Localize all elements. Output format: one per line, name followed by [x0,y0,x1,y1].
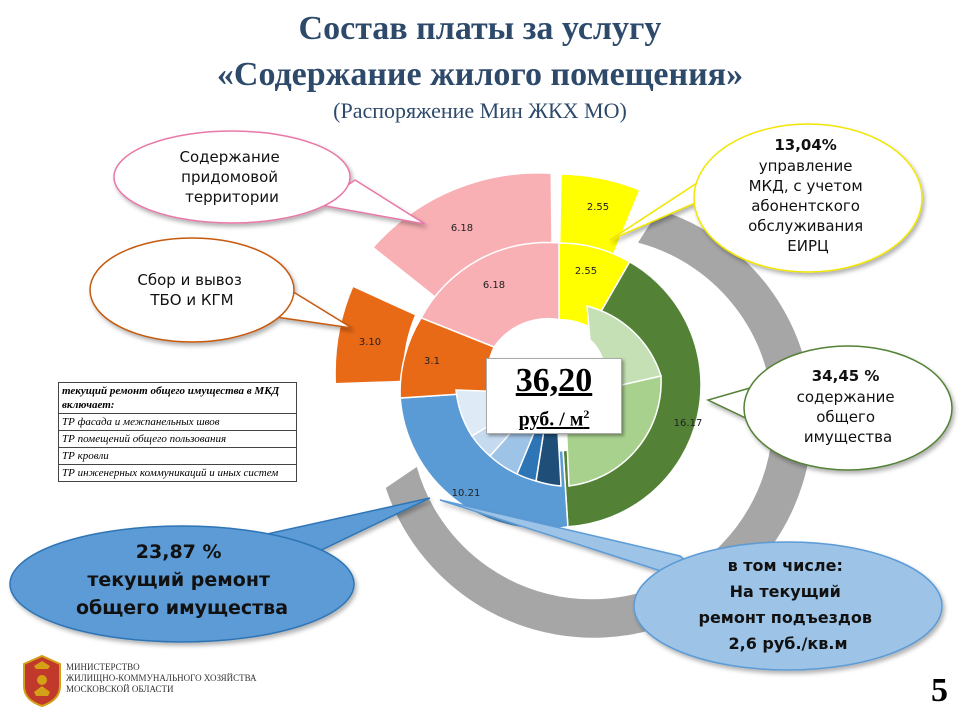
center-total-value: 36,20 [515,362,593,399]
repair-list-item: ТР помещений общего пользования [58,430,297,448]
label-middle-maintenance: 16.17 [674,418,703,429]
center-total-box: 36,20 руб. / м2 [486,358,622,434]
subtitle: (Распоряжение Мин ЖКХ МО) [333,98,627,123]
repair-list-item: ТР кровли [58,447,297,465]
title-line-2: «Содержание жилого помещения» [216,56,744,93]
callout-common-property-text: 34,45 % содержание общего имущества [797,367,900,446]
callout-entrance [439,499,943,671]
center-total-unit: руб. / м2 [518,407,590,431]
repair-list-header: текущий ремонт общего имущества в МКД вк… [58,382,297,414]
title-line-1: Состав платы за услугу [298,10,662,47]
coat-of-arms-icon [23,654,61,708]
repair-list-item: ТР фасада и межпанельных швов [58,413,297,431]
repair-list-item: ТР инженерных коммуникаций и иных систем [58,464,297,482]
middle-slice-territory [420,241,560,348]
callout-territory-text: Содержание придомовой территории [179,148,284,206]
label-middle-management: 2.55 [575,266,597,277]
callout-territory [113,130,426,225]
callout-entrance-text: в том числе: На текущий ремонт подъездов… [698,556,877,653]
callout-management [609,123,923,273]
repair-list-table: текущий ремонт общего имущества в МКД вк… [58,382,297,482]
callout-common-property [705,345,953,471]
label-outer-waste: 3.10 [359,337,381,348]
label-middle-waste: 3.1 [424,356,440,367]
callout-waste [89,237,353,343]
page-number: 5 [931,672,948,709]
callout-waste-text: Сбор и вывоз ТБО и КГМ [137,271,246,309]
label-middle-territory: 6.18 [483,280,505,291]
label-outer-territory: 6.18 [451,223,473,234]
callout-repair-text: 23,87 % текущий ремонт общего имущества [76,541,288,619]
callout-repair [9,497,431,643]
ministry-name: МИНИСТЕРСТВО ЖИЛИЩНО-КОММУНАЛЬНОГО ХОЗЯЙ… [66,662,257,694]
label-middle-repair: 10.21 [452,488,481,499]
label-outer-management: 2.55 [587,202,609,213]
callout-management-text: 13,04% управление МКД, с учетом абонентс… [748,136,868,255]
